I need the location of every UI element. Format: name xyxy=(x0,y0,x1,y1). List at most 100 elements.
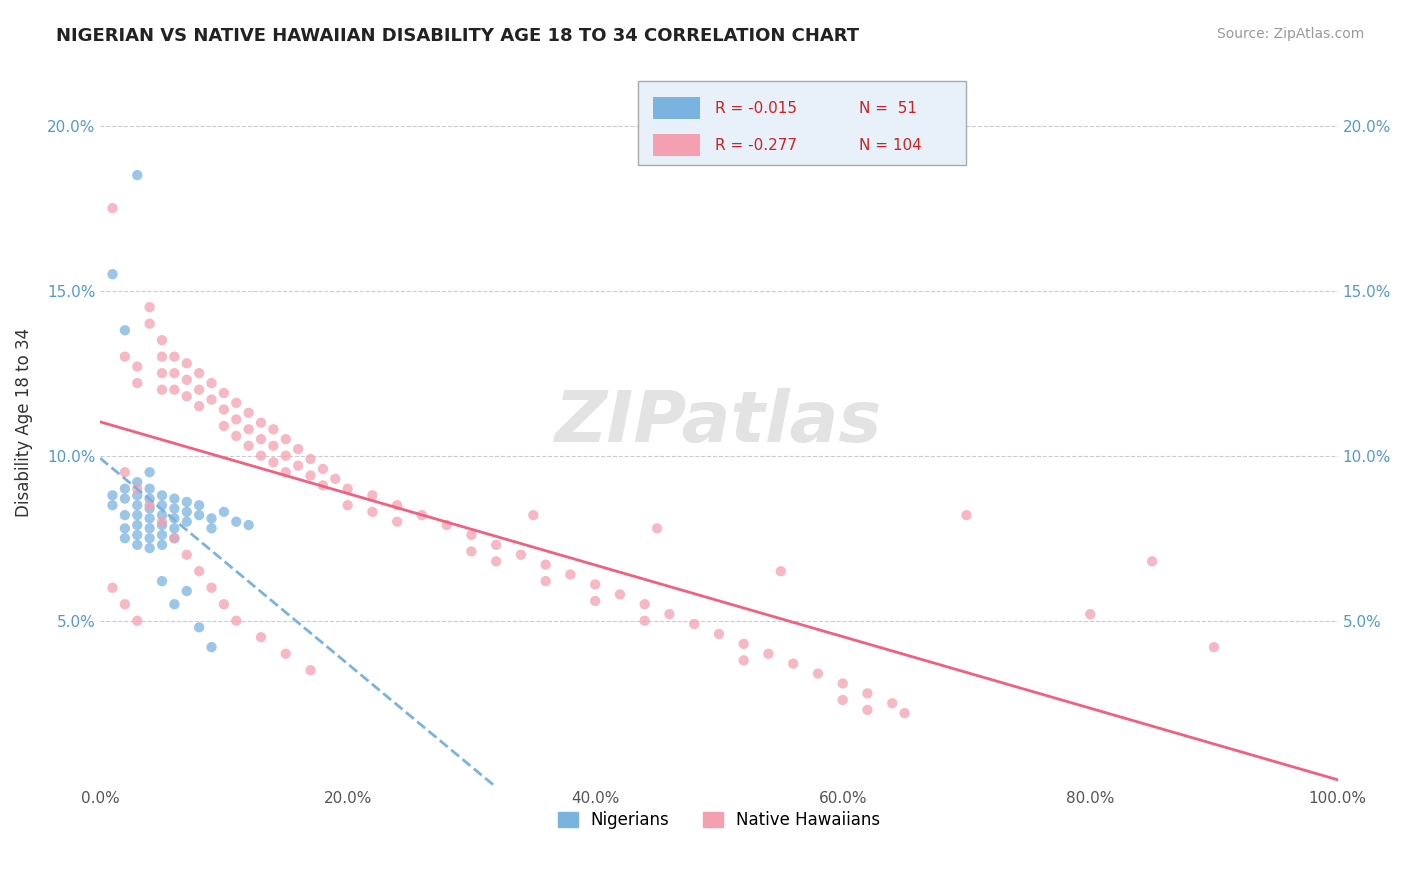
Point xyxy=(509,548,531,562)
Point xyxy=(114,508,136,522)
Point xyxy=(385,515,408,529)
Point xyxy=(212,386,235,401)
Point xyxy=(163,366,186,380)
Point xyxy=(250,449,273,463)
Point xyxy=(138,300,160,314)
Point xyxy=(225,412,247,426)
Point xyxy=(114,350,136,364)
Point xyxy=(138,482,160,496)
Point xyxy=(176,584,198,599)
Point xyxy=(188,498,211,512)
Point xyxy=(200,392,222,407)
Point xyxy=(634,614,657,628)
Point xyxy=(101,498,124,512)
Point xyxy=(769,564,792,578)
Point xyxy=(150,508,173,522)
Point xyxy=(262,422,284,436)
Point xyxy=(658,607,681,622)
Point xyxy=(212,597,235,611)
Point xyxy=(274,465,297,479)
Point xyxy=(127,482,149,496)
Point xyxy=(114,597,136,611)
Point xyxy=(188,399,211,413)
Point xyxy=(361,505,384,519)
Point xyxy=(163,491,186,506)
Point xyxy=(188,564,211,578)
Point xyxy=(312,462,335,476)
Point xyxy=(176,495,198,509)
Point xyxy=(163,531,186,545)
Point xyxy=(238,439,260,453)
Point xyxy=(733,653,755,667)
Point xyxy=(707,627,730,641)
Point xyxy=(856,686,879,700)
Point xyxy=(287,442,309,456)
Point xyxy=(238,518,260,533)
Point xyxy=(460,544,482,558)
Point xyxy=(200,640,222,655)
Point xyxy=(225,614,247,628)
Point xyxy=(127,475,149,489)
Point xyxy=(150,515,173,529)
Point xyxy=(583,594,606,608)
Point xyxy=(150,574,173,588)
Point xyxy=(114,465,136,479)
Point xyxy=(955,508,977,522)
Text: R = -0.277: R = -0.277 xyxy=(716,137,797,153)
Point xyxy=(225,515,247,529)
Point xyxy=(274,647,297,661)
Point xyxy=(460,528,482,542)
Point xyxy=(127,498,149,512)
Point xyxy=(287,458,309,473)
Text: R = -0.015: R = -0.015 xyxy=(716,101,797,116)
Point xyxy=(733,637,755,651)
Point xyxy=(101,488,124,502)
Point xyxy=(274,432,297,446)
Point xyxy=(299,452,322,467)
Point xyxy=(188,366,211,380)
Point xyxy=(262,439,284,453)
Legend: Nigerians, Native Hawaiians: Nigerians, Native Hawaiians xyxy=(551,805,887,836)
Point xyxy=(150,383,173,397)
Point xyxy=(138,498,160,512)
Point xyxy=(200,376,222,390)
Point xyxy=(163,501,186,516)
Text: N =  51: N = 51 xyxy=(859,101,917,116)
Point xyxy=(127,508,149,522)
Point xyxy=(831,676,853,690)
Point xyxy=(150,518,173,533)
Point xyxy=(150,538,173,552)
Point xyxy=(485,554,508,568)
Point xyxy=(485,538,508,552)
Point xyxy=(250,432,273,446)
Point xyxy=(225,429,247,443)
Point xyxy=(583,577,606,591)
Point xyxy=(312,478,335,492)
Point xyxy=(150,366,173,380)
Point xyxy=(323,472,346,486)
Point xyxy=(250,416,273,430)
Point xyxy=(138,491,160,506)
Point xyxy=(634,597,657,611)
Point xyxy=(336,498,359,512)
Point xyxy=(163,350,186,364)
Point xyxy=(150,333,173,347)
Point xyxy=(101,581,124,595)
Point xyxy=(163,531,186,545)
Point xyxy=(176,505,198,519)
Point xyxy=(522,508,544,522)
Point xyxy=(138,531,160,545)
Point xyxy=(188,508,211,522)
Point xyxy=(176,356,198,370)
Point xyxy=(893,706,915,721)
Point xyxy=(127,538,149,552)
Point xyxy=(361,488,384,502)
Point xyxy=(274,449,297,463)
Point xyxy=(114,491,136,506)
Point xyxy=(127,528,149,542)
Point xyxy=(645,521,668,535)
Point xyxy=(385,498,408,512)
Point xyxy=(188,620,211,634)
Point xyxy=(609,587,631,601)
Point xyxy=(101,267,124,281)
